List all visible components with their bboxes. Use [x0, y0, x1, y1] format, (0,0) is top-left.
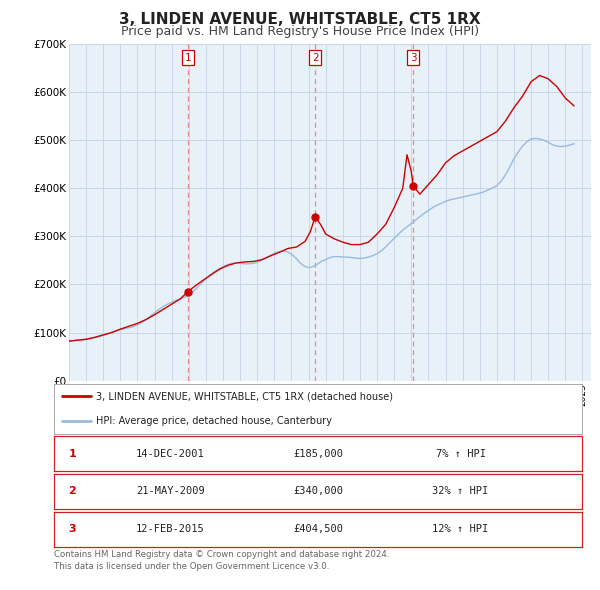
Text: 12% ↑ HPI: 12% ↑ HPI	[433, 525, 488, 534]
Text: 1: 1	[68, 449, 76, 458]
Text: 3: 3	[68, 525, 76, 534]
Text: 7% ↑ HPI: 7% ↑ HPI	[436, 449, 485, 458]
Text: 3: 3	[410, 53, 416, 63]
Text: 12-FEB-2015: 12-FEB-2015	[136, 525, 205, 534]
Text: 1: 1	[185, 53, 191, 63]
Text: 21-MAY-2009: 21-MAY-2009	[136, 487, 205, 496]
Text: 2: 2	[312, 53, 319, 63]
Text: £404,500: £404,500	[293, 525, 343, 534]
Text: 3, LINDEN AVENUE, WHITSTABLE, CT5 1RX: 3, LINDEN AVENUE, WHITSTABLE, CT5 1RX	[119, 12, 481, 27]
Text: 3, LINDEN AVENUE, WHITSTABLE, CT5 1RX (detached house): 3, LINDEN AVENUE, WHITSTABLE, CT5 1RX (d…	[96, 391, 393, 401]
Text: £185,000: £185,000	[293, 449, 343, 458]
Text: 14-DEC-2001: 14-DEC-2001	[136, 449, 205, 458]
Text: Contains HM Land Registry data © Crown copyright and database right 2024.
This d: Contains HM Land Registry data © Crown c…	[54, 550, 389, 571]
Text: 2: 2	[68, 487, 76, 496]
Text: HPI: Average price, detached house, Canterbury: HPI: Average price, detached house, Cant…	[96, 416, 332, 426]
Text: £340,000: £340,000	[293, 487, 343, 496]
Text: Price paid vs. HM Land Registry's House Price Index (HPI): Price paid vs. HM Land Registry's House …	[121, 25, 479, 38]
Text: 32% ↑ HPI: 32% ↑ HPI	[433, 487, 488, 496]
